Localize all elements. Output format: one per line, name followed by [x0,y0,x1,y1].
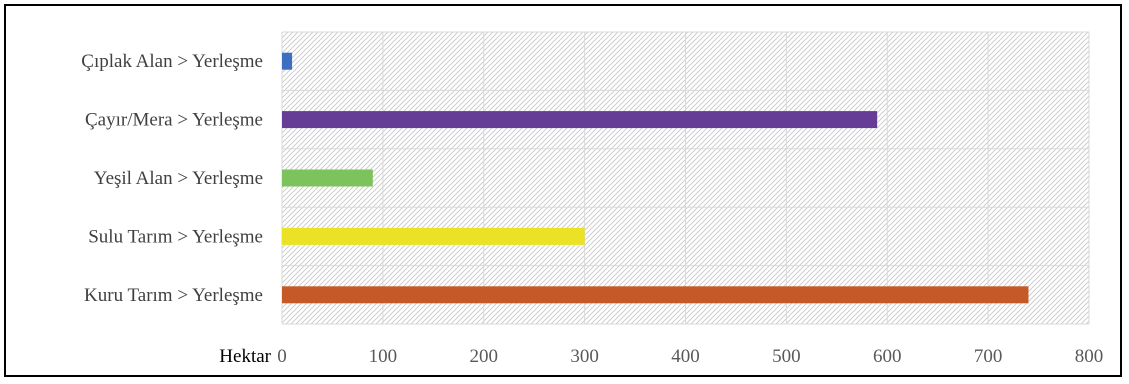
category-label: Sulu Tarım > Yerleşme [88,226,263,247]
x-tick-label: 200 [470,346,499,367]
gridlines [281,31,1090,325]
bars [282,52,1029,304]
bar [282,111,878,129]
bar [282,169,373,187]
x-tick-labels: 0 100 200 300 400 500 600 700 800 [277,346,1103,367]
x-tick-label: 700 [974,346,1003,367]
category-label: Kuru Tarım > Yerleşme [84,285,263,306]
x-tick-label: 500 [772,346,801,367]
category-label: Çayır/Mera > Yerleşme [85,110,263,131]
x-tick-label: 600 [873,346,902,367]
bar [282,52,293,70]
x-tick-label: 800 [1075,346,1104,367]
x-tick-label: 0 [277,346,287,367]
unit-label: Hektar [219,346,271,367]
category-label: Çıplak Alan > Yerleşme [81,51,263,72]
bar [282,286,1029,304]
x-tick-label: 100 [369,346,398,367]
x-tick-label: 400 [671,346,700,367]
x-tick-label: 300 [570,346,599,367]
bar [282,227,585,245]
category-label: Yeşil Alan > Yerleşme [94,168,263,189]
category-labels: Kuru Tarım > Yerleşme Sulu Tarım > Yerleş… [81,51,263,306]
